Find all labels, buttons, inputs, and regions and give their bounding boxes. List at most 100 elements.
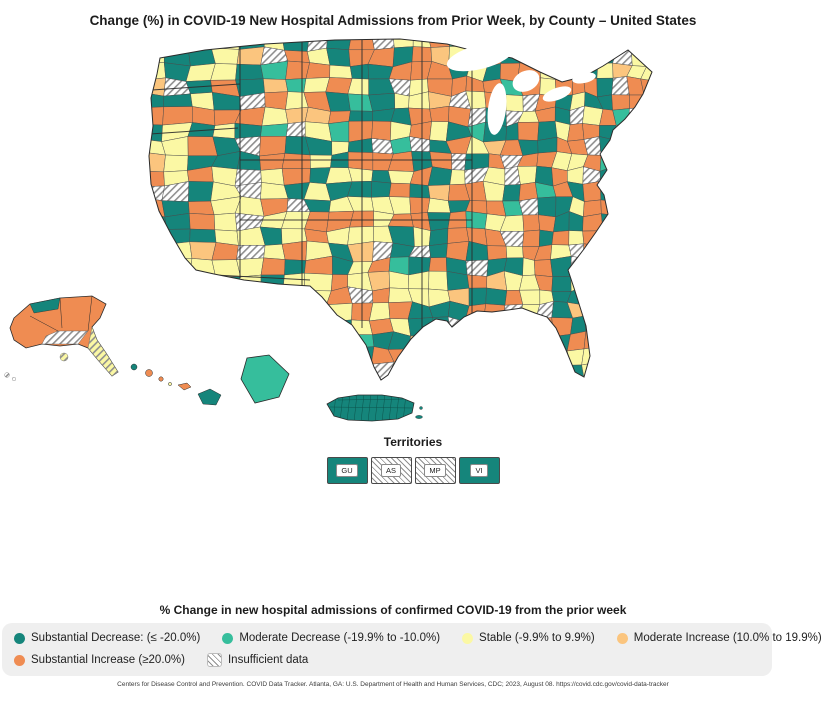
- us-county-choropleth-map[interactable]: [0, 28, 826, 433]
- county-cell[interactable]: [428, 228, 449, 246]
- county-cell[interactable]: [260, 257, 286, 276]
- county-cell[interactable]: [670, 212, 674, 230]
- county-cell[interactable]: [582, 230, 604, 247]
- county-cell[interactable]: [533, 346, 555, 363]
- county-cell[interactable]: [189, 273, 216, 292]
- county-cell[interactable]: [613, 287, 628, 304]
- county-cell[interactable]: [281, 240, 308, 261]
- county-cell[interactable]: [671, 364, 673, 380]
- county-cell[interactable]: [348, 110, 373, 122]
- county-cell[interactable]: [640, 62, 659, 82]
- county-cell[interactable]: [626, 212, 648, 231]
- county-cell[interactable]: [553, 62, 573, 81]
- county-cell[interactable]: [260, 289, 288, 307]
- county-cell[interactable]: [259, 135, 287, 157]
- county-cell[interactable]: [212, 302, 239, 318]
- county-cell[interactable]: [371, 120, 392, 141]
- county-cell[interactable]: [667, 256, 670, 272]
- county-cell[interactable]: [601, 213, 617, 232]
- county-cell[interactable]: [162, 106, 193, 126]
- county-cell[interactable]: [626, 287, 647, 304]
- county-cell[interactable]: [568, 230, 585, 246]
- county-cell[interactable]: [430, 346, 449, 366]
- county-cell[interactable]: [328, 120, 350, 143]
- county-cell[interactable]: [630, 317, 647, 336]
- county-cell[interactable]: [537, 49, 555, 67]
- county-cell[interactable]: [655, 346, 672, 364]
- county-cell[interactable]: [599, 346, 617, 367]
- county-cell[interactable]: [599, 287, 615, 304]
- county-cell[interactable]: [611, 76, 630, 96]
- county-cell[interactable]: [503, 304, 524, 322]
- county-cell[interactable]: [212, 348, 242, 368]
- county-cell[interactable]: [654, 124, 673, 140]
- county-cell[interactable]: [599, 331, 617, 351]
- county-cell[interactable]: [537, 32, 553, 50]
- county-cell[interactable]: [551, 49, 568, 67]
- county-cell[interactable]: [552, 361, 572, 382]
- county-cell[interactable]: [656, 319, 673, 334]
- county-cell[interactable]: [326, 47, 351, 67]
- county-cell[interactable]: [533, 361, 555, 380]
- county-cell[interactable]: [187, 362, 214, 381]
- county-cell[interactable]: [236, 257, 264, 278]
- county-cell[interactable]: [258, 316, 285, 335]
- county-cell[interactable]: [626, 228, 647, 247]
- county-cell[interactable]: [654, 139, 673, 156]
- county-cell[interactable]: [258, 303, 288, 321]
- county-cell[interactable]: [484, 347, 506, 364]
- county-cell[interactable]: [600, 316, 616, 338]
- county-cell[interactable]: [629, 94, 646, 109]
- county-cell[interactable]: [447, 227, 470, 244]
- county-cell[interactable]: [628, 199, 648, 215]
- county-cell[interactable]: [582, 286, 604, 306]
- county-cell[interactable]: [656, 256, 670, 273]
- county-cell[interactable]: [581, 346, 604, 366]
- county-cell[interactable]: [427, 35, 450, 48]
- county-cell[interactable]: [521, 331, 541, 349]
- county-cell[interactable]: [388, 182, 411, 198]
- county-cell[interactable]: [669, 320, 673, 332]
- county-cell[interactable]: [428, 270, 449, 291]
- county-cell[interactable]: [626, 166, 647, 186]
- county-cell[interactable]: [135, 61, 166, 82]
- county-cell[interactable]: [368, 92, 396, 112]
- county-cell[interactable]: [213, 212, 238, 232]
- county-cell[interactable]: [237, 303, 262, 321]
- county-cell[interactable]: [263, 332, 286, 350]
- county-cell[interactable]: [630, 32, 646, 47]
- county-cell[interactable]: [408, 333, 435, 352]
- county-cell[interactable]: [640, 46, 659, 67]
- county-cell[interactable]: [537, 333, 554, 348]
- county-cell[interactable]: [281, 316, 311, 335]
- county-cell[interactable]: [284, 50, 310, 63]
- county-cell[interactable]: [581, 361, 604, 380]
- county-cell[interactable]: [570, 255, 584, 277]
- county-cell[interactable]: [465, 259, 489, 277]
- county-cell[interactable]: [627, 302, 647, 322]
- hawaii-big-island[interactable]: [240, 354, 290, 404]
- county-cell[interactable]: [582, 302, 601, 318]
- county-cell[interactable]: [599, 241, 619, 261]
- puerto-rico-inset[interactable]: [326, 394, 423, 422]
- county-cell[interactable]: [519, 361, 536, 380]
- county-cell[interactable]: [522, 214, 541, 232]
- county-cell[interactable]: [189, 241, 217, 261]
- county-cell[interactable]: [643, 288, 658, 304]
- county-cell[interactable]: [428, 257, 447, 272]
- county-cell[interactable]: [282, 272, 305, 291]
- territory-box-vi[interactable]: VI: [458, 457, 500, 484]
- county-cell[interactable]: [669, 167, 670, 186]
- county-cell[interactable]: [468, 346, 489, 367]
- county-cell[interactable]: [135, 32, 166, 53]
- county-cell[interactable]: [285, 78, 307, 93]
- county-cell[interactable]: [284, 259, 307, 276]
- county-cell[interactable]: [236, 46, 265, 66]
- county-cell[interactable]: [517, 165, 538, 185]
- county-cell[interactable]: [596, 32, 618, 52]
- county-cell[interactable]: [447, 364, 469, 382]
- county-cell[interactable]: [669, 51, 671, 67]
- county-cell[interactable]: [615, 201, 633, 216]
- county-cell[interactable]: [646, 166, 656, 186]
- county-cell[interactable]: [551, 276, 572, 292]
